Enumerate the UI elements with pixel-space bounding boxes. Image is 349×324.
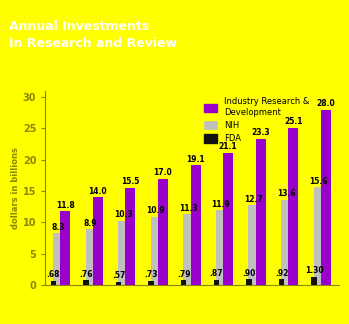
Text: 1.30: 1.30 <box>305 266 323 275</box>
Bar <box>116 282 121 285</box>
Bar <box>216 211 226 285</box>
Text: 10.9: 10.9 <box>147 206 165 215</box>
Bar <box>321 110 331 285</box>
Text: .87: .87 <box>209 269 223 278</box>
Bar <box>148 281 154 285</box>
Text: .57: .57 <box>112 271 125 280</box>
Bar <box>214 280 219 285</box>
Bar <box>151 217 161 285</box>
Text: 1993: 1993 <box>114 301 140 310</box>
Bar <box>223 153 233 285</box>
Bar <box>158 179 168 285</box>
Text: 23.3: 23.3 <box>251 128 270 137</box>
Text: 21.1: 21.1 <box>219 142 237 151</box>
Text: 1992: 1992 <box>82 301 107 310</box>
Bar <box>279 279 284 285</box>
Bar <box>93 197 103 285</box>
Text: .92: .92 <box>275 269 288 278</box>
Text: 1996: 1996 <box>212 301 237 310</box>
Bar <box>191 165 201 285</box>
Text: 11.3: 11.3 <box>179 204 198 213</box>
Bar <box>60 211 70 285</box>
Text: 8.3: 8.3 <box>51 223 65 232</box>
Text: 28.0: 28.0 <box>317 99 335 108</box>
Text: .68: .68 <box>47 270 60 279</box>
Bar <box>118 221 128 285</box>
Text: 10.3: 10.3 <box>114 210 133 219</box>
Text: .79: .79 <box>177 270 191 279</box>
Text: 12.7: 12.7 <box>244 195 263 204</box>
Bar <box>51 281 56 285</box>
Text: 15.5: 15.5 <box>121 177 140 186</box>
Bar <box>311 277 317 285</box>
Bar <box>248 205 259 285</box>
Text: 11.9: 11.9 <box>211 200 230 209</box>
Text: 8.9: 8.9 <box>84 219 97 228</box>
Bar <box>86 229 96 285</box>
Text: 17.0: 17.0 <box>154 168 172 177</box>
Text: 1999: 1999 <box>310 301 335 310</box>
Text: Annual Investments
In Research and Review: Annual Investments In Research and Revie… <box>9 20 177 50</box>
Bar <box>246 280 252 285</box>
Bar <box>53 233 63 285</box>
Text: 13.6: 13.6 <box>277 189 295 198</box>
Text: 1998: 1998 <box>277 301 302 310</box>
Bar <box>256 139 266 285</box>
Text: 19.1: 19.1 <box>186 155 205 164</box>
Text: .76: .76 <box>79 270 93 279</box>
Text: 1997: 1997 <box>244 301 270 310</box>
Text: 1991: 1991 <box>49 301 74 310</box>
Bar <box>83 280 89 285</box>
Text: 14.0: 14.0 <box>89 187 107 196</box>
Bar <box>181 280 186 285</box>
Y-axis label: dollars in billions: dollars in billions <box>11 147 20 229</box>
Bar <box>281 200 291 285</box>
Text: 15.6: 15.6 <box>309 177 328 186</box>
Text: 1994: 1994 <box>147 301 172 310</box>
Text: 11.8: 11.8 <box>56 201 75 210</box>
Text: .73: .73 <box>144 270 158 279</box>
Text: 25.1: 25.1 <box>284 117 303 126</box>
Bar <box>314 187 324 285</box>
Text: 1995: 1995 <box>179 301 205 310</box>
Bar <box>288 128 298 285</box>
Legend: Industry Research &
Development, NIH, FDA: Industry Research & Development, NIH, FD… <box>202 95 312 146</box>
Bar <box>125 188 135 285</box>
Bar <box>183 214 193 285</box>
Text: .90: .90 <box>242 269 255 278</box>
